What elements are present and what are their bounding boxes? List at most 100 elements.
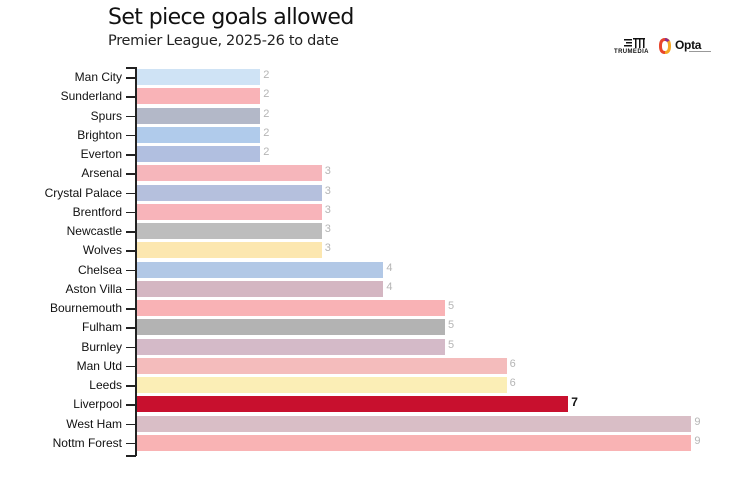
logos: TRUMEDIA Opta — [614, 36, 714, 60]
value-label: 2 — [263, 88, 270, 101]
bar-row: Everton 2 — [0, 145, 750, 164]
axis-tick — [126, 327, 135, 329]
axis-tick — [126, 250, 135, 252]
value-label: 5 — [448, 338, 455, 351]
axis-tick — [126, 308, 135, 310]
bar — [137, 242, 322, 259]
axis-tick — [126, 154, 135, 156]
axis-tick — [126, 385, 135, 387]
bar-row: Chelsea 4 — [0, 261, 750, 280]
value-label: 2 — [263, 126, 270, 139]
bar — [137, 223, 322, 239]
bar — [137, 319, 445, 336]
axis-tick — [126, 288, 135, 291]
value-label: 7 — [571, 395, 578, 410]
bar-row: Newcastle 3 — [0, 222, 750, 241]
category-label: Aston Villa — [65, 281, 122, 296]
opta-underline — [689, 51, 711, 52]
bar-row: Wolves 3 — [0, 241, 750, 260]
bar — [137, 415, 692, 432]
category-label: Nottm Forest — [52, 435, 122, 450]
value-label: 9 — [694, 434, 701, 447]
value-label: 3 — [324, 203, 331, 216]
value-label: 4 — [386, 261, 393, 274]
category-label: Burnley — [81, 339, 122, 354]
value-label: 3 — [324, 184, 331, 197]
bar-row: Leeds 6 — [0, 376, 750, 395]
axis-tick — [126, 442, 135, 445]
bar — [137, 184, 322, 201]
bar — [137, 434, 692, 451]
value-label: 5 — [448, 319, 455, 332]
trumedia-text: TRUMEDIA — [614, 49, 649, 55]
chart-title: Set piece goals allowed — [108, 5, 354, 30]
category-label: Bournemouth — [49, 301, 122, 315]
opta-logo: Opta — [658, 36, 718, 60]
bar-row: Aston Villa 4 — [0, 280, 750, 299]
bar — [137, 396, 569, 413]
bar-row: West Ham 9 — [0, 415, 750, 434]
axis-tick — [126, 115, 135, 117]
bar-row: Brentford 3 — [0, 203, 750, 222]
trumedia-mark-icon — [624, 38, 645, 48]
bar-row: Sunderland 2 — [0, 87, 750, 106]
axis-tick — [126, 134, 135, 137]
category-label: Brentford — [72, 204, 122, 219]
bar-row: Arsenal 3 — [0, 164, 750, 183]
axis-tick — [126, 96, 135, 98]
axis-tick — [126, 423, 135, 425]
value-label: 3 — [324, 165, 331, 178]
bar — [137, 146, 261, 162]
y-axis-cap-bottom — [126, 455, 136, 457]
axis-tick — [126, 365, 135, 368]
bar — [137, 69, 261, 85]
category-label: Spurs — [90, 108, 122, 123]
chart-subtitle: Premier League, 2025-26 to date — [108, 33, 339, 49]
axis-tick — [126, 269, 135, 271]
opta-text: Opta — [675, 38, 702, 52]
category-label: Fulham — [81, 320, 122, 335]
bar — [137, 300, 445, 316]
bar-row: Liverpool 7 — [0, 395, 750, 414]
category-label: Man Utd — [76, 358, 122, 373]
axis-tick — [126, 404, 135, 406]
bar — [137, 203, 322, 220]
value-label: 9 — [694, 415, 701, 428]
bar-row: Nottm Forest 9 — [0, 434, 750, 453]
value-label: 2 — [263, 146, 270, 158]
bar-row: Spurs 2 — [0, 107, 750, 126]
category-label: Everton — [80, 147, 122, 161]
bar — [137, 88, 261, 105]
value-label: 6 — [509, 377, 516, 389]
category-label: West Ham — [66, 416, 122, 431]
bar-row: Brighton 2 — [0, 126, 750, 145]
y-axis-cap-top — [126, 67, 136, 69]
category-label: Arsenal — [81, 166, 122, 181]
bar — [137, 357, 507, 374]
bar — [137, 261, 384, 278]
axis-tick — [126, 192, 135, 194]
bar-row: Fulham 5 — [0, 318, 750, 337]
trumedia-logo: TRUMEDIA — [614, 36, 656, 60]
value-label: 4 — [386, 280, 393, 293]
value-label: 6 — [509, 357, 516, 370]
bar-row: Bournemouth 5 — [0, 299, 750, 318]
bar — [137, 377, 507, 393]
category-label: Newcastle — [66, 224, 122, 238]
bar-row: Crystal Palace 3 — [0, 184, 750, 203]
axis-tick — [126, 77, 135, 79]
axis-tick — [126, 346, 135, 348]
value-label: 2 — [263, 107, 270, 120]
opta-ring-icon — [659, 38, 671, 54]
axis-tick — [126, 211, 135, 214]
value-label: 2 — [263, 69, 270, 81]
category-label: Crystal Palace — [44, 185, 122, 200]
bar — [137, 107, 261, 124]
value-label: 5 — [448, 300, 455, 312]
category-label: Sunderland — [60, 89, 122, 104]
category-label: Man City — [74, 70, 122, 84]
bar — [137, 165, 322, 182]
bar-row: Man Utd 6 — [0, 357, 750, 376]
axis-tick — [126, 173, 135, 175]
